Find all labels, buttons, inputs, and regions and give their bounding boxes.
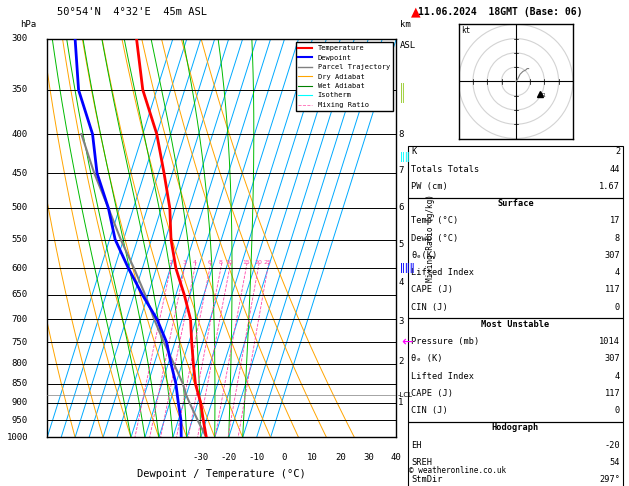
Text: Lifted Index: Lifted Index — [411, 268, 474, 277]
Text: 5: 5 — [398, 241, 403, 249]
Text: StmDir: StmDir — [411, 475, 443, 484]
Text: 300: 300 — [12, 35, 28, 43]
Text: Pressure (mb): Pressure (mb) — [411, 337, 480, 346]
Text: 800: 800 — [12, 359, 28, 368]
Text: 400: 400 — [12, 130, 28, 139]
Text: CIN (J): CIN (J) — [411, 302, 448, 312]
Text: Dewp (°C): Dewp (°C) — [411, 234, 459, 243]
Text: 1014: 1014 — [599, 337, 620, 346]
Text: 950: 950 — [12, 416, 28, 425]
Text: 50°54'N  4°32'E  45m ASL: 50°54'N 4°32'E 45m ASL — [57, 7, 206, 17]
Text: 297°: 297° — [599, 475, 620, 484]
Text: K: K — [411, 147, 416, 156]
Text: 2: 2 — [169, 260, 172, 265]
Text: Temp (°C): Temp (°C) — [411, 216, 459, 226]
Text: 20: 20 — [254, 260, 262, 265]
Text: 40: 40 — [391, 453, 402, 462]
Text: 650: 650 — [12, 290, 28, 299]
Text: ǁ: ǁ — [400, 92, 405, 103]
Text: Totals Totals: Totals Totals — [411, 164, 480, 174]
Text: 20: 20 — [335, 453, 346, 462]
Text: -20: -20 — [221, 453, 237, 462]
Text: Surface: Surface — [497, 199, 534, 208]
Text: 4: 4 — [192, 260, 197, 265]
Text: 3: 3 — [182, 260, 186, 265]
Text: 3: 3 — [398, 317, 403, 326]
Text: kt: kt — [462, 26, 470, 35]
Text: 700: 700 — [12, 315, 28, 324]
Text: 350: 350 — [12, 86, 28, 94]
Text: ǁǁ: ǁǁ — [400, 152, 410, 162]
Text: 307: 307 — [604, 251, 620, 260]
Text: 500: 500 — [12, 204, 28, 212]
Text: θₑ (K): θₑ (K) — [411, 354, 443, 364]
Text: EH: EH — [411, 440, 422, 450]
Text: 4: 4 — [398, 278, 403, 287]
Text: ←: ← — [401, 335, 413, 349]
Text: 750: 750 — [12, 338, 28, 347]
Text: 8: 8 — [219, 260, 223, 265]
Text: 8: 8 — [615, 234, 620, 243]
Text: 117: 117 — [604, 285, 620, 295]
Text: 15: 15 — [242, 260, 250, 265]
Text: 10: 10 — [307, 453, 318, 462]
Text: 0: 0 — [615, 302, 620, 312]
Text: 550: 550 — [12, 235, 28, 244]
Text: CAPE (J): CAPE (J) — [411, 285, 454, 295]
Text: ▲: ▲ — [411, 5, 420, 18]
Text: R: R — [542, 92, 545, 98]
Text: PW (cm): PW (cm) — [411, 182, 448, 191]
Text: 54: 54 — [610, 458, 620, 467]
Text: 117: 117 — [604, 389, 620, 398]
Text: hPa: hPa — [20, 20, 36, 29]
Text: -10: -10 — [248, 453, 265, 462]
Text: 25: 25 — [264, 260, 272, 265]
Text: Dewpoint / Temperature (°C): Dewpoint / Temperature (°C) — [137, 469, 306, 479]
Text: -30: -30 — [192, 453, 209, 462]
Text: 850: 850 — [12, 379, 28, 388]
Text: Hodograph: Hodograph — [492, 423, 539, 433]
Text: 17: 17 — [610, 216, 620, 226]
Text: ASL: ASL — [400, 41, 416, 50]
Text: SREH: SREH — [411, 458, 432, 467]
Text: Lifted Index: Lifted Index — [411, 371, 474, 381]
Text: θₑ(K): θₑ(K) — [411, 251, 438, 260]
Text: 0: 0 — [282, 453, 287, 462]
Text: 600: 600 — [12, 264, 28, 273]
Text: CIN (J): CIN (J) — [411, 406, 448, 415]
Text: km: km — [400, 20, 411, 29]
Text: 1.67: 1.67 — [599, 182, 620, 191]
Text: 307: 307 — [604, 354, 620, 364]
Text: 6: 6 — [208, 260, 212, 265]
Text: 11.06.2024  18GMT (Base: 06): 11.06.2024 18GMT (Base: 06) — [418, 7, 582, 17]
Text: ǁ: ǁ — [400, 83, 405, 93]
Text: Mixing Ratio (g/kg): Mixing Ratio (g/kg) — [426, 194, 435, 282]
Text: 1: 1 — [398, 398, 403, 407]
Text: 7: 7 — [398, 166, 403, 175]
Text: 2: 2 — [615, 147, 620, 156]
Legend: Temperature, Dewpoint, Parcel Trajectory, Dry Adiabat, Wet Adiabat, Isotherm, Mi: Temperature, Dewpoint, Parcel Trajectory… — [296, 42, 392, 111]
Text: -LCL: -LCL — [398, 392, 413, 398]
Text: 4: 4 — [615, 268, 620, 277]
Text: 0: 0 — [615, 406, 620, 415]
Text: 450: 450 — [12, 169, 28, 177]
Text: 8: 8 — [398, 130, 403, 139]
Text: 44: 44 — [610, 164, 620, 174]
Text: Most Unstable: Most Unstable — [481, 320, 550, 329]
Text: 30: 30 — [363, 453, 374, 462]
Text: 6: 6 — [398, 203, 403, 212]
Text: © weatheronline.co.uk: © weatheronline.co.uk — [409, 466, 506, 475]
Text: -20: -20 — [604, 440, 620, 450]
Text: CAPE (J): CAPE (J) — [411, 389, 454, 398]
Text: 900: 900 — [12, 398, 28, 407]
Text: 4: 4 — [615, 371, 620, 381]
Text: 10: 10 — [226, 260, 233, 265]
Text: ǁǁǁ: ǁǁǁ — [400, 263, 415, 273]
Text: 1000: 1000 — [6, 433, 28, 442]
Text: 2: 2 — [398, 357, 403, 366]
